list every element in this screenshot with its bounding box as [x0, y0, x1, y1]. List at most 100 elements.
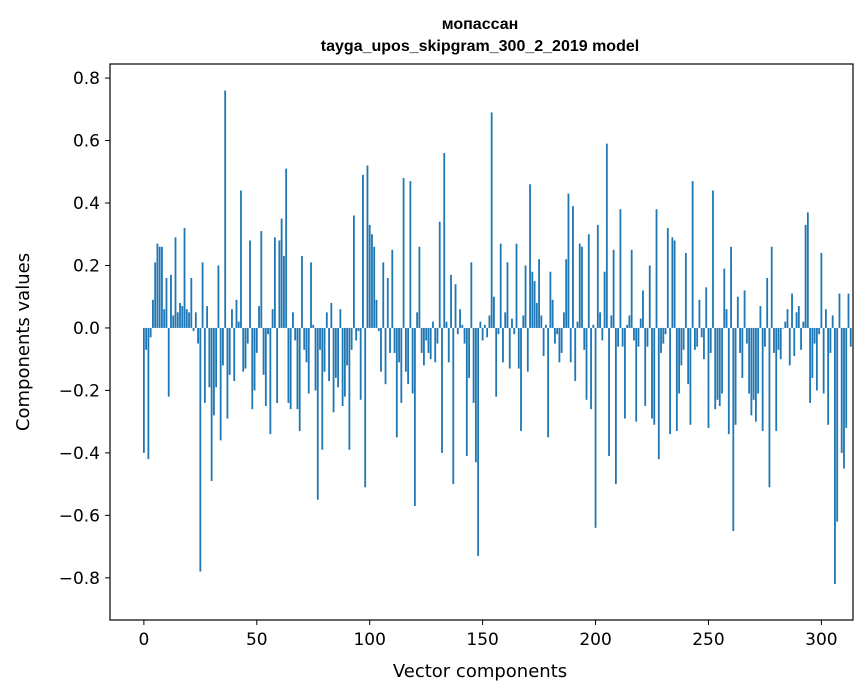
bar	[610, 315, 613, 328]
bar	[402, 178, 405, 328]
bar	[583, 327, 586, 350]
bar	[190, 277, 193, 328]
bar	[481, 327, 484, 341]
bar	[651, 327, 653, 419]
bar	[511, 318, 513, 328]
bar	[567, 193, 570, 328]
x-axis: 0 50 100 150 200 250 300	[138, 620, 838, 650]
bar	[183, 227, 186, 328]
chart-subtitle: tayga_upos_skipgram_300_2_2019 model	[321, 38, 639, 55]
bar	[477, 327, 480, 556]
bar	[413, 327, 416, 506]
bar	[849, 327, 852, 347]
bar	[249, 240, 251, 328]
bar	[599, 312, 601, 328]
bar	[540, 315, 543, 328]
bar	[334, 327, 337, 378]
bar	[380, 327, 382, 372]
bar	[420, 327, 423, 353]
chart-title: мопассан	[442, 16, 519, 33]
bar	[696, 327, 699, 347]
bar	[411, 327, 414, 394]
bar	[508, 327, 511, 369]
bar	[375, 299, 378, 328]
bar	[366, 165, 369, 328]
bar	[398, 327, 400, 363]
bar	[149, 327, 152, 338]
bar	[750, 327, 753, 416]
bar	[705, 287, 708, 328]
bar	[834, 327, 836, 585]
bar	[251, 327, 254, 410]
bar	[497, 327, 500, 335]
bar	[818, 327, 821, 335]
bar	[445, 321, 448, 328]
x-tick-label: 0	[138, 630, 149, 650]
bar	[712, 190, 714, 328]
bar	[590, 327, 592, 410]
bar	[556, 327, 559, 335]
bar	[553, 327, 556, 344]
bar	[542, 327, 545, 357]
bar	[786, 309, 789, 328]
y-axis: −0.8 −0.6 −0.4 −0.2 0.0 0.2 0.4 0.6 0.8	[59, 69, 110, 589]
bar	[237, 321, 240, 328]
bar	[680, 327, 683, 366]
bar	[364, 327, 367, 488]
bar	[569, 327, 572, 363]
bar	[513, 327, 516, 335]
bar	[434, 327, 437, 363]
bar	[757, 327, 760, 394]
bar	[161, 246, 163, 328]
bar	[436, 327, 439, 344]
bar	[377, 327, 380, 332]
y-tick-label: 0.0	[73, 319, 100, 339]
bar	[273, 237, 276, 328]
bar	[393, 327, 396, 353]
bar	[596, 224, 599, 328]
bar	[563, 312, 565, 328]
bar	[312, 324, 315, 328]
bar	[517, 327, 520, 369]
bar	[499, 243, 502, 328]
bar	[158, 246, 161, 328]
bar	[246, 327, 249, 344]
bar	[427, 327, 430, 353]
bar	[203, 327, 206, 403]
bar	[353, 215, 355, 328]
bar	[310, 262, 312, 328]
bars-group	[142, 90, 852, 585]
bar	[400, 327, 403, 403]
bar	[294, 327, 297, 341]
bar	[813, 327, 816, 344]
bar	[242, 327, 245, 372]
bar	[219, 327, 222, 441]
bar	[644, 327, 647, 407]
bar	[764, 327, 766, 347]
bar	[454, 284, 457, 328]
bar	[825, 309, 827, 328]
bar	[797, 306, 800, 328]
bar	[698, 299, 701, 328]
bar	[773, 327, 775, 353]
bar	[522, 315, 525, 328]
bar	[301, 256, 303, 328]
bar	[142, 327, 145, 453]
bar	[626, 324, 629, 328]
bar	[465, 327, 468, 457]
bar	[240, 190, 242, 328]
bar	[741, 327, 744, 378]
bar	[407, 327, 410, 385]
bar	[493, 296, 495, 328]
bar	[526, 327, 529, 372]
bar	[228, 327, 231, 375]
bar	[619, 209, 622, 328]
y-tick-label: 0.6	[73, 132, 100, 152]
bar	[371, 234, 373, 328]
bar	[804, 224, 807, 328]
bar	[328, 327, 330, 382]
bar	[646, 327, 649, 347]
bar	[829, 327, 832, 353]
bar	[389, 327, 391, 353]
bar	[635, 327, 638, 422]
